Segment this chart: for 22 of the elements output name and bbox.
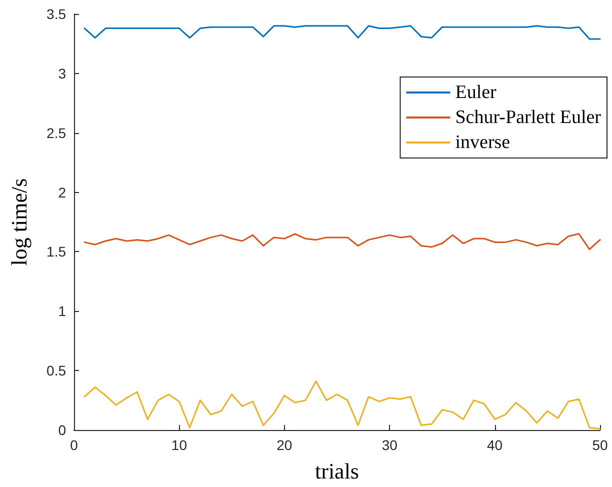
y-tick-label: 1.5 [46,244,66,260]
x-tick-label: 50 [592,437,608,453]
x-tick-label: 30 [382,437,398,453]
y-tick-label: 3.5 [46,6,66,22]
line-series [84,233,601,250]
y-axis-title: log time/s [6,178,32,266]
y-tick-label: 2 [58,184,66,200]
legend-label: Schur-Parlett Euler [455,107,602,128]
y-tick-label: 3 [58,65,66,82]
line-series [84,380,601,430]
legend-label: inverse [455,132,510,153]
legend-label: Euler [455,82,498,103]
y-tick-label: 0 [58,422,66,438]
x-tick-label: 10 [171,437,188,453]
y-tick-label: 1 [58,303,66,320]
y-tick-label: 0.5 [46,362,66,379]
x-tick-label: 40 [487,437,503,453]
x-axis-title: trials [315,458,359,484]
x-tick-label: 20 [276,437,292,453]
x-tick-label: 0 [70,437,78,453]
y-tick-label: 2.5 [46,124,66,141]
line-series [84,25,601,40]
